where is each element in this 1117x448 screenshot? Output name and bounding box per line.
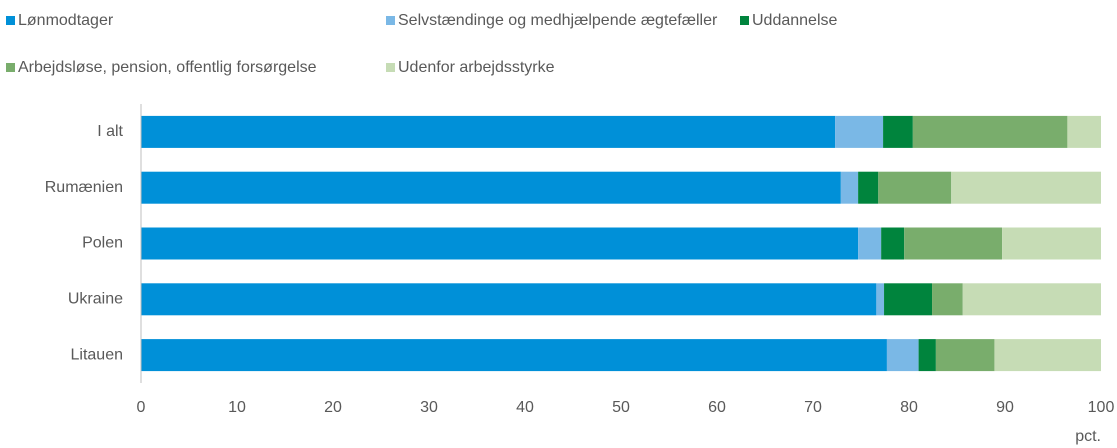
bar-segment [886,339,919,372]
bar-segment [881,227,905,260]
bar-segment [858,227,882,260]
bar-segment [904,227,1003,260]
bar-segment [962,283,1101,316]
legend-swatch [6,63,15,72]
bar-segment [141,283,877,316]
bar-segment [994,339,1101,372]
bar-segment [883,115,913,148]
y-tick-label: I alt [97,123,123,140]
bar-segment [835,115,884,148]
x-tick-label: 40 [516,399,534,416]
bar-segment [935,339,995,372]
legend-swatch [6,16,15,25]
bar-segment [141,339,887,372]
x-tick-label: 30 [420,399,438,416]
legend-swatch [386,63,395,72]
x-tick-label: 70 [804,399,822,416]
bar-segment [858,171,879,204]
x-tick-label: 90 [996,399,1014,416]
bar-segment [932,283,963,316]
bar-segment [912,115,1068,148]
bar-segment [918,339,936,372]
bar-segment [840,171,859,204]
legend-label: Arbejdsløse, pension, offentlig forsørge… [18,59,317,76]
legend-label: Lønmodtager [18,12,114,29]
legend-swatch [386,16,395,25]
y-tick-label: Rumænien [45,179,123,196]
y-tick-label: Litauen [71,346,124,363]
legend-label: Selvstændinge og medhjælpende ægtefæller [398,12,718,29]
bar-segment [141,115,836,148]
legend-label: Uddannelse [752,12,838,29]
x-tick-label: 10 [228,399,246,416]
x-axis-label: pct. [1075,428,1101,445]
bar-segment [1002,227,1101,260]
bar-segment [1067,115,1101,148]
x-tick-label: 0 [137,399,146,416]
bar-segment [141,171,841,204]
y-tick-label: Polen [82,235,123,252]
x-tick-label: 80 [900,399,918,416]
bar-segment [876,283,885,316]
legend-swatch [740,16,749,25]
x-tick-label: 50 [612,399,630,416]
x-tick-label: 100 [1088,399,1115,416]
legend-label: Udenfor arbejdsstyrke [398,59,555,76]
bar-segment [878,171,952,204]
x-tick-label: 20 [324,399,342,416]
bar-segment [951,171,1101,204]
x-tick-label: 60 [708,399,726,416]
y-tick-label: Ukraine [68,291,123,308]
bar-segment [141,227,859,260]
bar-segment [884,283,933,316]
